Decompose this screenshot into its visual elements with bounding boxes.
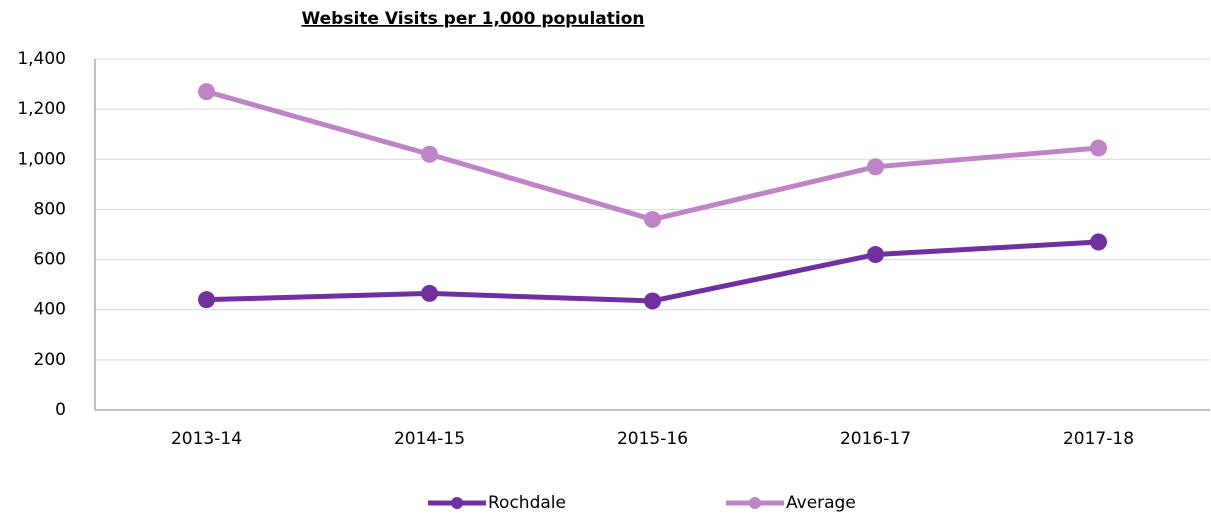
legend-label: Average — [786, 493, 856, 513]
data-point — [644, 292, 661, 310]
data-point — [198, 83, 215, 101]
y-tick-label: 1,400 — [17, 49, 66, 69]
series-line — [206, 239, 1099, 304]
y-tick-label: 800 — [34, 199, 66, 219]
y-tick-label: 1,000 — [17, 149, 66, 169]
legend-marker — [451, 497, 463, 509]
x-tick-label: 2014-15 — [394, 429, 465, 449]
y-tick-label: 600 — [34, 250, 66, 270]
x-tick-label: 2016-17 — [840, 429, 911, 449]
data-point — [644, 210, 661, 228]
legend-label: Rochdale — [488, 493, 566, 513]
data-point — [421, 284, 438, 302]
x-tick-label: 2013-14 — [171, 429, 242, 449]
data-point — [867, 246, 884, 264]
legend-marker — [749, 497, 761, 509]
y-tick-label: 1,200 — [17, 99, 66, 119]
y-tick-label: 200 — [34, 350, 66, 370]
data-point — [198, 291, 215, 309]
y-tick-label: 400 — [34, 300, 66, 320]
y-tick-label: 0 — [55, 400, 66, 420]
chart-title: Website Visits per 1,000 population — [301, 9, 644, 29]
x-tick-label: 2015-16 — [617, 429, 688, 449]
series-line — [205, 89, 1099, 222]
x-tick-label: 2017-18 — [1063, 429, 1134, 449]
data-point — [1090, 139, 1107, 157]
data-point — [867, 158, 884, 176]
data-point — [421, 145, 438, 163]
data-point — [1090, 233, 1107, 251]
